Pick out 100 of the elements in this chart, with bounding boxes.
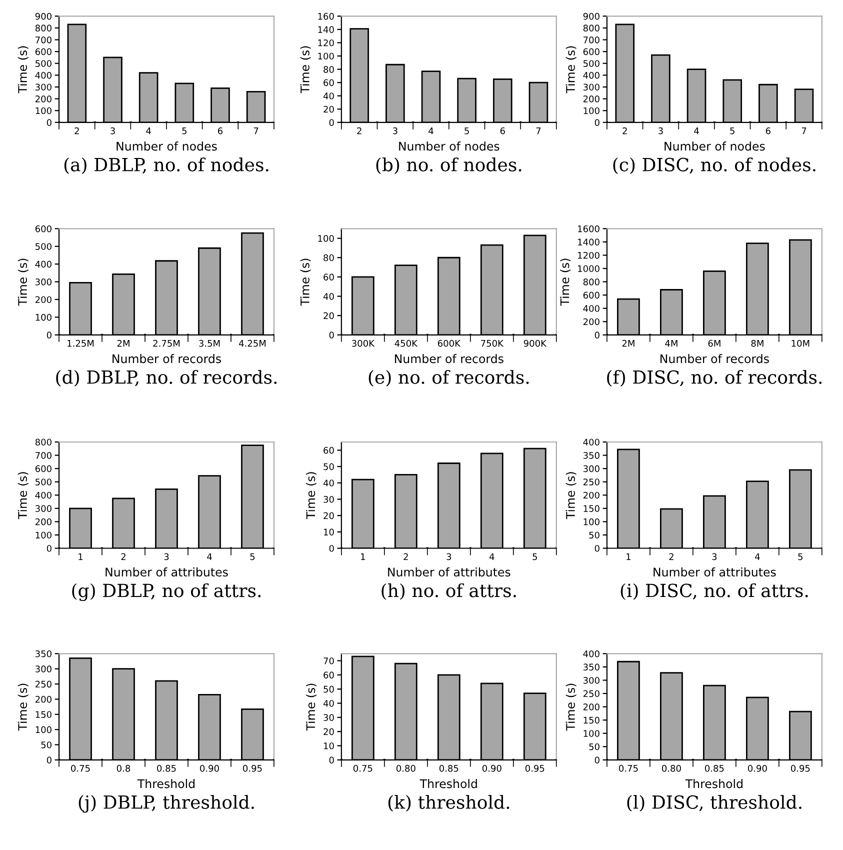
y-tick-label: 800 (35, 24, 52, 32)
x-tick-label: 0.75 (353, 764, 372, 772)
y-tick-label: 100 (36, 532, 52, 539)
y-tick-label: 600 (583, 292, 600, 299)
y-tick-label: 350 (36, 650, 52, 658)
x-tick-label: 2 (669, 553, 674, 560)
text: (i) DISC, no. of attrs. (620, 583, 808, 600)
x-tick-label: 4.25M (238, 340, 266, 347)
y-tick-label: 0 (594, 119, 600, 126)
y-axis-title: Time (s) (560, 258, 571, 306)
y-axis-title: Time (s) (566, 472, 576, 520)
y-tick-label: 100 (584, 730, 600, 737)
x-tick-label: 3 (392, 127, 398, 134)
x-tick-label: 8M (751, 340, 764, 347)
x-axis-title: Number of nodes (664, 142, 765, 151)
x-axis-title: Number of nodes (116, 142, 217, 151)
y-tick-label: 60 (324, 79, 334, 86)
y-tick-label: 40 (323, 480, 334, 486)
y-tick-label: 60 (324, 446, 334, 454)
x-tick-label: 2 (622, 127, 627, 134)
x-axis-title: Number of attributes (106, 567, 228, 577)
y-tick-label: 700 (36, 36, 52, 44)
x-tick-label: 4 (755, 553, 760, 560)
y-tick-label: 40 (323, 700, 334, 707)
x-tick-label: 3.5M (199, 340, 220, 347)
x-tick-label: 7 (536, 128, 541, 134)
y-tick-label: 400 (35, 492, 52, 499)
x-tick-label: 4 (694, 128, 699, 134)
x-tick-label: 3 (446, 553, 452, 560)
y-axis-title: Time (s) (306, 684, 317, 731)
text: (l) DISC, threshold. (627, 794, 802, 812)
x-tick-label: 10M (792, 340, 810, 347)
x-tick-label: 0.95 (525, 764, 544, 772)
y-tick-label: 600 (35, 48, 52, 56)
y-tick-label: 160 (318, 12, 334, 20)
text: (j) DBLP, threshold. (78, 794, 254, 813)
x-tick-label: 6 (500, 127, 505, 134)
x-axis-title: Number of records (660, 354, 769, 364)
y-tick-label: 20 (324, 512, 334, 520)
y-tick-label: 0 (594, 756, 600, 764)
y-tick-label: 0 (594, 332, 600, 338)
text: (h) no. of attrs. (382, 583, 516, 600)
x-tick-label: 7 (254, 128, 258, 134)
x-tick-label: 2.75M (153, 340, 180, 347)
y-tick-label: 0 (329, 544, 334, 552)
y-tick-label: 40 (323, 292, 334, 300)
y-tick-label: 10 (324, 528, 334, 536)
x-tick-label: 2 (121, 553, 126, 560)
y-tick-label: 500 (36, 60, 52, 67)
y-tick-label: 50 (41, 741, 52, 748)
x-tick-label: 450K (394, 340, 418, 347)
y-tick-label: 800 (583, 24, 600, 32)
y-tick-label: 800 (583, 278, 600, 286)
y-tick-label: 40 (323, 92, 334, 100)
y-tick-label: 50 (324, 463, 334, 470)
x-tick-label: 7 (802, 128, 806, 134)
x-axis-title: Threshold (685, 779, 742, 788)
y-tick-label: 200 (35, 696, 52, 703)
y-axis-title: Time (s) (18, 684, 28, 731)
y-tick-label: 1200 (578, 252, 600, 259)
y-tick-label: 60 (324, 274, 334, 281)
y-tick-label: 150 (584, 505, 600, 512)
y-tick-label: 300 (583, 84, 600, 91)
y-tick-label: 20 (324, 728, 334, 736)
y-tick-label: 900 (35, 12, 52, 20)
y-tick-label: 50 (589, 743, 600, 750)
y-tick-label: 100 (318, 52, 334, 60)
text: (g) DBLP, no of attrs. (72, 583, 261, 602)
text: (f) DISC, no. of records. (607, 370, 822, 386)
y-tick-label: 10 (324, 742, 334, 750)
y-tick-label: 0 (46, 756, 52, 764)
y-tick-label: 200 (35, 96, 52, 102)
y-tick-label: 250 (583, 478, 600, 486)
x-tick-label: 0.75 (71, 764, 90, 772)
y-tick-label: 1400 (578, 238, 600, 246)
y-axis-title: Time (s) (18, 258, 28, 306)
x-tick-label: 5 (250, 553, 255, 560)
text: (b) no. of nodes. (376, 157, 522, 174)
y-tick-label: 500 (36, 243, 52, 250)
x-axis-title: Number of records (112, 354, 221, 364)
y-tick-label: 250 (35, 680, 52, 688)
x-axis-title: Threshold (420, 779, 477, 788)
y-tick-label: 100 (36, 726, 52, 734)
y-tick-label: 500 (36, 478, 52, 486)
y-tick-label: 1000 (578, 265, 600, 272)
x-tick-label: 6 (218, 127, 223, 134)
y-tick-label: 200 (35, 518, 52, 526)
x-tick-label: 0.85 (704, 764, 724, 772)
x-tick-label: 1 (626, 553, 630, 560)
y-tick-label: 400 (35, 72, 52, 79)
x-tick-label: 3 (110, 127, 115, 134)
y-tick-label: 80 (324, 66, 334, 73)
y-tick-label: 100 (318, 235, 334, 242)
y-tick-label: 50 (324, 686, 334, 693)
y-tick-label: 300 (36, 84, 52, 91)
x-tick-label: 0.90 (748, 764, 767, 772)
y-tick-label: 150 (584, 716, 600, 724)
y-axis-title: Time (s) (18, 46, 28, 94)
x-tick-label: 0.90 (200, 764, 219, 772)
y-tick-label: 100 (584, 518, 600, 526)
